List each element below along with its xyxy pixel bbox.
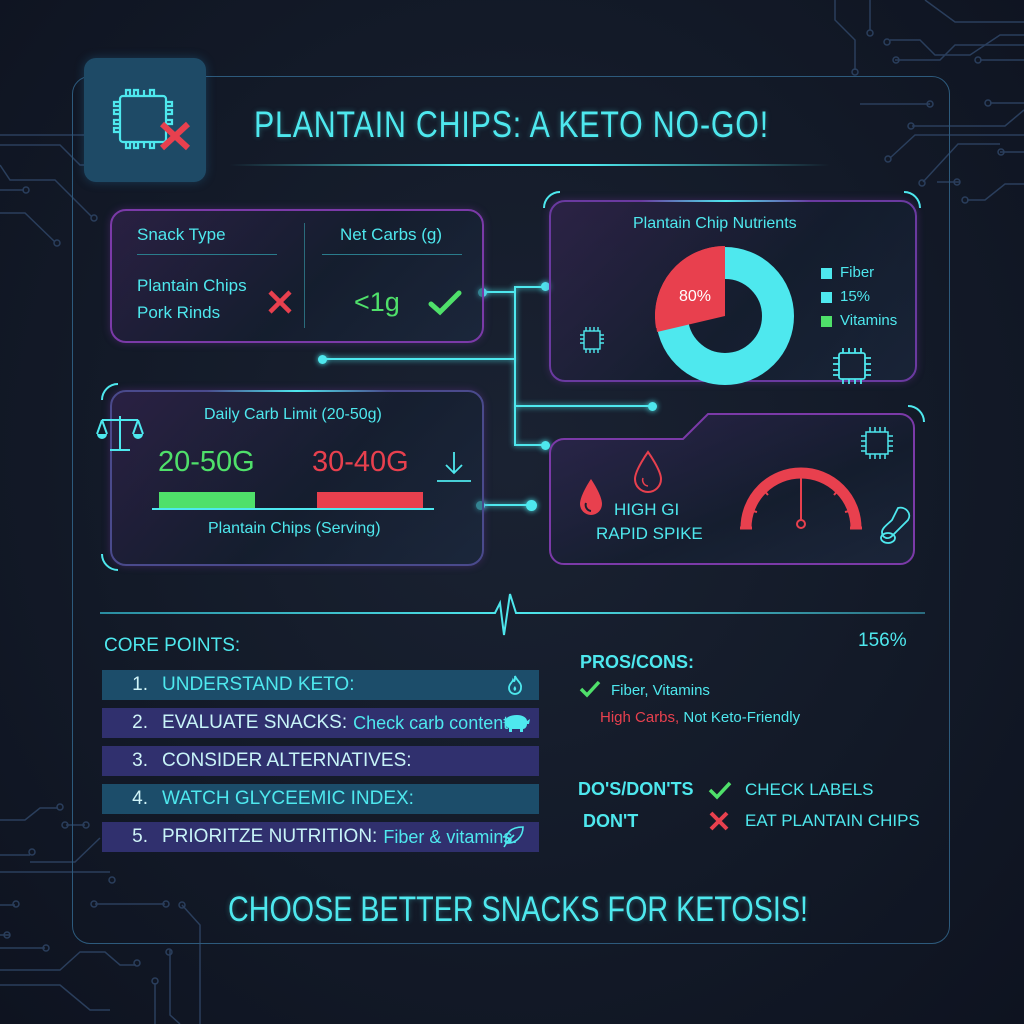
chip-icon [833,348,871,384]
corner-arc-icon [101,553,119,571]
list-label: WATCH GLYCEEMIC INDEX: [162,788,414,809]
chip-icon [580,327,604,353]
list-sublabel: Fiber & vitamins. [383,826,518,847]
dos-donts-heading: DO'S/DON'TS [578,779,694,799]
gi-label-high: HIGH GI [614,500,680,519]
donut-label: 80% [679,288,712,305]
column-divider [304,223,305,328]
list-label: PRIORITZE NUTRITION: [162,826,378,847]
panel-top-glow [207,390,387,392]
net-carbs-value: <1g [354,287,400,317]
connector-node [648,402,657,411]
legend-label: Vitamins [840,312,898,329]
legend-swatch [821,267,832,279]
check-icon [428,290,462,316]
col-header-snack-type: Snack Type [137,225,226,244]
pros-cons-heading: PROS/CONS: [580,652,695,672]
core-point-2: 2. EVALUATE SNACKS: Check carb content. [102,708,539,738]
carb-limit-panel: Daily Carb Limit (20-50g) 20-50G 30-40G … [110,390,484,566]
check-icon [579,680,601,698]
header-divider [137,254,277,255]
corner-arc-icon [903,191,921,209]
page-title: PLANTAIN CHIPS: A KETO NO-GO! [254,104,769,145]
blood-drop-icon [580,479,602,515]
list-number: 4. [132,788,148,809]
core-point-1: 1. UNDERSTAND KETO: [102,670,539,700]
check-icon [708,781,732,800]
legend-item-fiber: Fiber [821,264,874,281]
plantain-icon [880,506,911,544]
connector-node [318,355,327,364]
list-label: UNDERSTAND KETO: [162,674,355,695]
list-label: CONSIDER ALTERNATIVES: [162,750,412,771]
snack-comparison-panel: Snack Type Net Carbs (g) Plantain Chips … [110,209,484,343]
list-number: 2. [132,712,148,733]
heartbeat-divider [100,593,925,636]
snack-pork-rinds: Pork Rinds [137,303,221,322]
carb-limit-title: Daily Carb Limit (20-50g) [204,406,382,423]
col-header-net-carbs: Net Carbs (g) [340,225,443,244]
main-frame [72,76,950,944]
percent-badge: 156% [858,630,907,651]
corner-arc-icon [543,191,561,209]
legend-item-vitamins: Vitamins [821,312,897,329]
legend-label: 15% [840,288,871,305]
list-sublabel: Check carb content. [353,712,514,733]
scales-icon [96,416,144,451]
core-points-heading: CORE POINTS: [104,635,241,656]
serving-value: 30-40G [312,446,409,478]
gi-panel-frame [549,413,915,565]
gi-label-spike: RAPID SPIKE [596,524,703,543]
header-divider [322,254,462,255]
serving-bar [317,492,423,508]
flame-icon [508,675,523,695]
chip-icon [861,427,893,459]
connector-node [526,500,537,511]
footer-cta: CHOOSE BETTER SNACKS FOR KETOSIS! [228,890,808,929]
limit-bar [159,492,255,508]
x-icon [709,811,729,831]
pig-icon [502,715,530,732]
connector-node [541,282,550,291]
snack-plantain-chips: Plantain Chips [137,276,247,295]
gauge-icon [740,467,862,530]
list-number: 3. [132,750,148,771]
donut-chart [655,246,794,385]
con-text-rest: Not Keto-Friendly [683,709,801,726]
corner-arc-icon [101,383,119,401]
panel-top-glow [641,200,811,202]
core-point-4: 4. WATCH GLYCEEMIC INDEX: [102,784,539,814]
con-text: High Carbs, Not Keto-Friendly [600,709,800,726]
core-point-3: 3. CONSIDER ALTERNATIVES: [102,746,539,776]
list-number: 1. [132,674,148,695]
blood-drop-outline-icon [633,450,663,493]
pro-text: Fiber, Vitamins [611,682,710,699]
dont-item: EAT PLANTAIN CHIPS [745,811,920,830]
download-arrow-icon[interactable] [436,450,472,484]
legend-item-15pct: 15% [821,288,870,305]
do-item: CHECK LABELS [745,780,874,799]
nutrients-panel: Plantain Chip Nutrients 80% Fiber 15% Vi… [549,200,917,385]
chip-with-x-icon [112,88,191,151]
legend-swatch [821,291,832,303]
axis-label: Plantain Chips (Serving) [208,520,381,537]
nutrients-title: Plantain Chip Nutrients [633,215,797,232]
list-label: EVALUATE SNACKS: [162,712,348,733]
legend-swatch [821,315,832,327]
leaf-icon [502,826,524,848]
bar-axis [152,508,434,510]
list-number: 5. [132,826,148,847]
limit-value: 20-50G [158,446,255,478]
x-icon [268,290,292,314]
legend-label: Fiber [840,264,875,281]
dont-label: DON'T [583,811,639,831]
corner-arc-icon [907,405,925,423]
title-underline [230,164,830,166]
logo-badge [84,58,206,182]
core-point-5: 5. PRIORITZE NUTRITION: Fiber & vitamins… [102,822,539,852]
con-text-highlight: High Carbs, [600,709,680,726]
connector-node [541,441,550,450]
